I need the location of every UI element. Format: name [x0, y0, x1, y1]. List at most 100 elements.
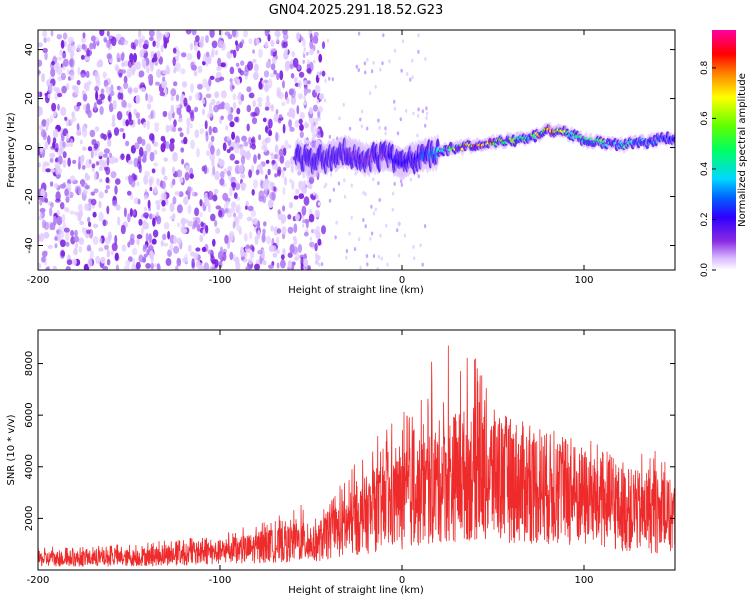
noise-speck	[121, 244, 127, 252]
noise-speck	[235, 62, 240, 67]
noise-speck	[127, 213, 131, 223]
noise-speck	[291, 261, 295, 270]
noise-speck	[209, 30, 215, 38]
noise-speck	[90, 149, 94, 159]
noise-speck	[263, 145, 268, 153]
noise-speck	[197, 262, 203, 270]
noise-speck	[295, 32, 301, 40]
noise-speck	[240, 94, 245, 102]
noise-speck	[232, 221, 236, 229]
noise-speck	[298, 93, 303, 100]
noise-speck	[195, 216, 201, 225]
noise-speck	[46, 265, 50, 270]
noise-speck	[207, 202, 211, 213]
noise-speck	[175, 265, 179, 270]
noise-speck	[372, 254, 376, 258]
noise-speck	[267, 33, 271, 42]
noise-speck	[165, 141, 170, 150]
noise-speck	[73, 247, 78, 256]
y-tick-label: 2000	[24, 506, 35, 531]
noise-speck	[246, 216, 253, 222]
noise-speck	[187, 220, 194, 227]
noise-speck	[270, 152, 275, 157]
noise-speck	[273, 113, 280, 123]
noise-speck	[423, 224, 427, 229]
noise-speck	[235, 40, 238, 46]
noise-speck	[174, 191, 180, 196]
noise-speck	[252, 217, 258, 226]
noise-speck	[80, 37, 87, 43]
noise-speck	[224, 31, 231, 36]
noise-speck	[149, 151, 155, 162]
noise-speck	[95, 90, 99, 101]
noise-speck	[297, 64, 301, 71]
noise-speck	[253, 154, 257, 165]
noise-speck	[399, 179, 403, 184]
noise-speck	[225, 200, 230, 206]
noise-speck	[102, 265, 109, 270]
noise-speck	[178, 191, 184, 198]
noise-speck	[127, 190, 132, 196]
noise-speck	[55, 61, 60, 69]
noise-speck	[111, 114, 116, 124]
noise-speck	[289, 202, 293, 209]
noise-speck	[120, 53, 125, 62]
y-tick-label: 0	[24, 144, 35, 150]
noise-speck	[162, 76, 166, 82]
noise-speck	[220, 62, 226, 68]
noise-speck	[51, 60, 55, 66]
noise-speck	[219, 76, 225, 82]
noise-speck	[123, 39, 129, 45]
snr-frame	[37, 329, 676, 571]
noise-speck	[138, 70, 145, 78]
noise-speck	[122, 132, 126, 140]
noise-speck	[241, 182, 245, 187]
noise-speck	[204, 120, 208, 130]
noise-speck	[304, 121, 308, 129]
noise-speck	[263, 221, 267, 227]
x-tick-label: -200	[27, 275, 50, 286]
noise-speck	[318, 74, 321, 78]
noise-speck	[401, 39, 405, 44]
noise-speck	[286, 97, 290, 105]
noise-speck	[370, 69, 374, 74]
noise-speck	[77, 66, 81, 76]
noise-speck	[62, 32, 68, 40]
noise-speck	[257, 101, 263, 108]
noise-speck	[299, 131, 304, 139]
noise-speck	[64, 188, 69, 197]
noise-speck	[266, 136, 271, 144]
noise-speck	[284, 60, 291, 70]
noise-speck	[199, 235, 204, 242]
noise-speck	[107, 95, 111, 102]
noise-speck	[295, 213, 300, 222]
noise-speck	[40, 129, 47, 138]
noise-speck	[246, 86, 252, 93]
noise-speck	[121, 99, 127, 108]
noise-speck	[47, 244, 53, 249]
noise-speck	[75, 243, 79, 248]
noise-speck	[258, 48, 263, 59]
noise-speck	[319, 71, 322, 76]
noise-speck	[303, 96, 306, 100]
noise-speck	[190, 112, 195, 122]
noise-speck	[54, 236, 58, 241]
noise-speck	[163, 222, 170, 230]
noise-speck	[255, 169, 260, 176]
noise-speck	[249, 244, 254, 251]
noise-speck	[290, 164, 294, 174]
noise-speck	[173, 245, 180, 254]
noise-speck	[208, 108, 214, 118]
noise-speck	[81, 165, 86, 170]
noise-speck	[38, 142, 41, 148]
noise-speck	[252, 49, 256, 54]
noise-speck	[309, 39, 314, 50]
noise-speck	[142, 43, 149, 50]
noise-speck	[211, 158, 215, 167]
noise-speck	[63, 227, 70, 233]
noise-speck	[94, 126, 100, 132]
noise-speck	[236, 107, 241, 115]
noise-speck	[64, 116, 68, 121]
noise-speck	[416, 133, 419, 138]
